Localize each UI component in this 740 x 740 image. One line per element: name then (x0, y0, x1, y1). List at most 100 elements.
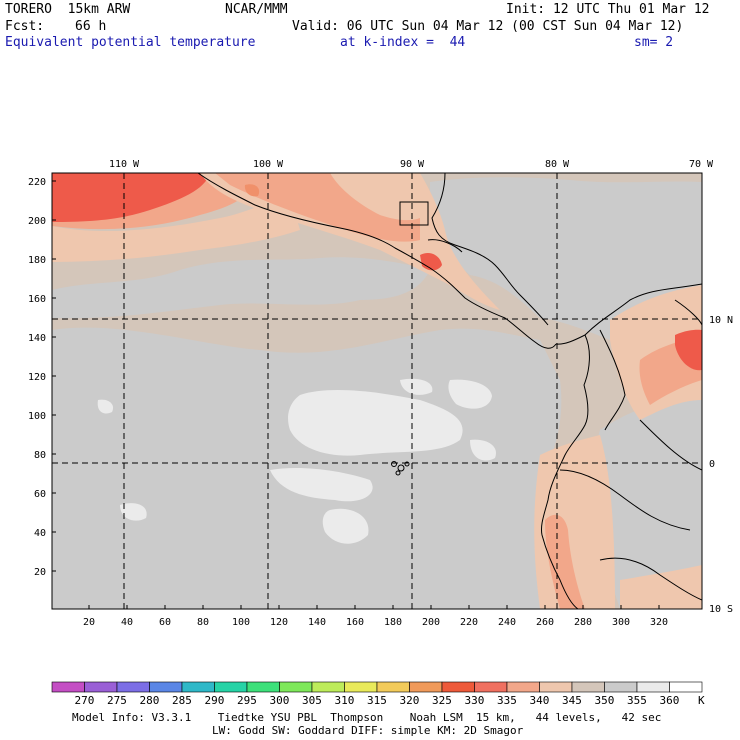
red-region-northwest (52, 173, 210, 222)
colorbar-swatch (506, 681, 540, 693)
colorbar-unit: K (698, 694, 705, 707)
gray-region-north (52, 257, 430, 319)
colorbar-tick-label: 360 (659, 694, 680, 707)
colorbar-swatch (571, 681, 605, 693)
left-tick-label: 60 (34, 489, 46, 500)
init-time: Init: 12 UTC Thu 01 Mar 12 (506, 2, 710, 17)
colorbar-swatch (636, 681, 670, 693)
red-central-america (420, 253, 442, 271)
bottom-tick-label: 80 (197, 617, 209, 628)
level-index: at k-index = 44 (340, 35, 466, 50)
bottom-tick-label: 220 (460, 617, 478, 628)
left-tick-label: 200 (28, 216, 46, 227)
galapagos-islands (391, 461, 410, 476)
left-tick-label: 140 (28, 333, 46, 344)
south-america-pacific-coast (541, 334, 590, 609)
model-info-line: Model Info: V3.3.1 Tiedtke YSU PBL Thomp… (72, 711, 662, 724)
white-patch-3 (322, 508, 369, 544)
colorbar-tick-label: 280 (139, 694, 160, 707)
longitude-label: 70 W (689, 159, 714, 170)
colombia-border (599, 329, 626, 431)
forecast-label: Fcst: (5, 19, 45, 34)
colorbar (51, 681, 703, 693)
white-patch-4 (400, 378, 433, 395)
gray-region-amazon (593, 395, 702, 609)
right-latitude-labels: 10 N 0 10 S (709, 315, 733, 615)
plot-frame (51, 172, 703, 610)
colorbar-tick-label: 355 (627, 694, 647, 707)
venezuela-border (674, 299, 702, 326)
bottom-tick-label: 160 (346, 617, 364, 628)
orange-spot-mexico (244, 184, 260, 197)
colorbar-swatch (181, 681, 215, 693)
gray-region-caribbean (430, 177, 702, 340)
colorbar-tick-label: 345 (562, 694, 582, 707)
bottom-axis-labels: 20 40 60 80 100 120 140 160 180 200 220 … (83, 617, 668, 628)
colorbar-swatch (604, 681, 638, 693)
salmon-mexico-coast (215, 173, 420, 242)
colorbar-tick-label: 310 (334, 694, 355, 707)
left-tick-label: 180 (28, 255, 46, 266)
colorbar-tick-label: 295 (237, 694, 257, 707)
bottom-tick-label: 140 (308, 617, 326, 628)
longitude-label: 80 W (545, 159, 570, 170)
left-tick-label: 120 (28, 372, 46, 383)
colorbar-swatch (409, 681, 443, 693)
mexico-coastline (197, 173, 557, 349)
center-label: NCAR/MMM (225, 2, 288, 17)
smoothing: sm= 2 (634, 35, 674, 50)
left-tick-label: 40 (34, 528, 46, 539)
colorbar-swatch (84, 681, 118, 693)
colorbar-swatch (344, 681, 378, 693)
colorbar-swatch (669, 681, 703, 693)
colorbar-tick-label: 340 (529, 694, 550, 707)
central-america-caribbean-coast (431, 173, 549, 326)
bottom-tick-label: 280 (574, 617, 592, 628)
top-longitude-labels: 110 W 100 W 90 W 80 W 70 W (109, 159, 714, 170)
left-tick-label: 20 (34, 567, 46, 578)
bottom-tick-label: 120 (270, 617, 288, 628)
white-patch-6 (97, 399, 114, 414)
bottom-tick-label: 240 (498, 617, 516, 628)
south-america-caribbean-coast (584, 283, 702, 336)
longitude-label: 110 W (109, 159, 140, 170)
bottom-tick-label: 180 (384, 617, 402, 628)
latitude-label: 10 N (709, 315, 733, 326)
bottom-tick-label: 20 (83, 617, 95, 628)
colorbar-tick-label: 320 (399, 694, 420, 707)
colorbar-tick-label: 315 (367, 694, 387, 707)
salmon-andes (545, 514, 585, 609)
peach-band-north (52, 195, 300, 262)
left-tick-label: 160 (28, 294, 46, 305)
colorbar-swatch (246, 681, 280, 693)
theta-e-field (52, 173, 702, 609)
bottom-tick-label: 300 (612, 617, 630, 628)
colorbar-swatch (311, 681, 345, 693)
left-tick-label: 220 (28, 177, 46, 188)
physics-info-line: LW: Godd SW: Goddard DIFF: simple KM: 2D… (212, 724, 524, 737)
left-tick-label: 80 (34, 450, 46, 461)
colorbar-tick-label: 275 (107, 694, 127, 707)
forecast-hours: 66 h (75, 19, 107, 34)
white-patch-1 (288, 390, 463, 456)
field-name: Equivalent potential temperature (5, 35, 256, 50)
colorbar-swatch (116, 681, 150, 693)
bottom-tick-label: 100 (232, 617, 250, 628)
colorbar-swatch (149, 681, 183, 693)
white-patch-7 (120, 503, 147, 521)
colorbar-swatch (376, 681, 410, 693)
colorbar-tick-label: 290 (204, 694, 225, 707)
colorbar-tick-label: 285 (172, 694, 192, 707)
peru-border (559, 469, 691, 531)
colorbar-tick-label: 305 (302, 694, 322, 707)
colorbar-tick-label: 330 (464, 694, 485, 707)
latitude-label: 0 (709, 459, 715, 470)
model-title: TORERO 15km ARW (5, 2, 131, 17)
central-america-border-1 (399, 201, 429, 226)
colorbar-swatch (279, 681, 313, 693)
brazil-border (639, 419, 702, 471)
colorbar-swatch (474, 681, 508, 693)
left-tick-label: 100 (28, 411, 46, 422)
colorbar-swatch (539, 681, 573, 693)
colorbar-swatch (51, 681, 85, 693)
